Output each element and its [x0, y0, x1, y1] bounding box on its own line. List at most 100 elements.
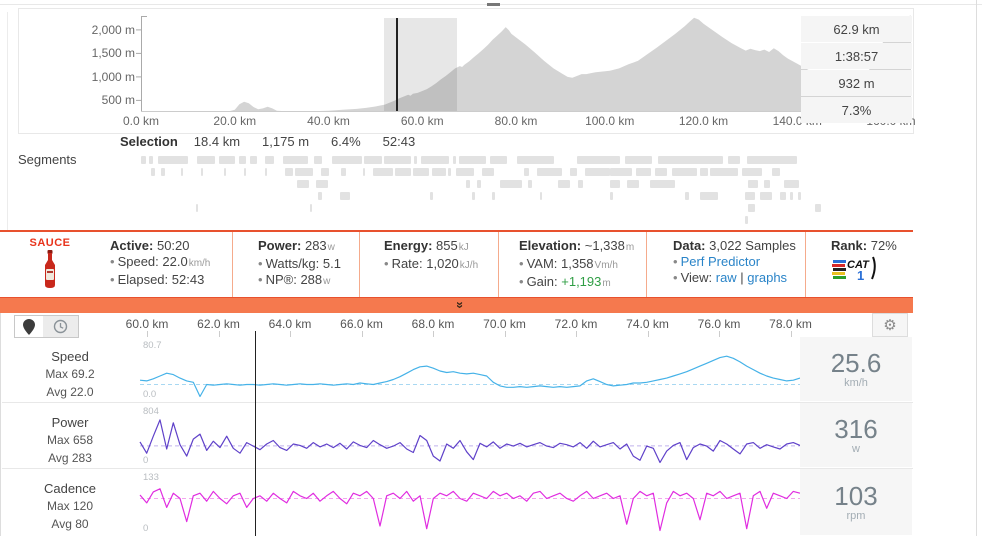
segment-bar[interactable] [658, 156, 723, 164]
segment-bar[interactable] [295, 168, 313, 176]
segment-bar[interactable] [742, 168, 762, 176]
segment-bar[interactable] [610, 168, 632, 176]
sauce-stat-item[interactable]: • Perf Predictor [673, 254, 761, 269]
segment-bar[interactable] [578, 180, 583, 188]
segment-bar[interactable] [815, 204, 821, 212]
segment-bar[interactable] [363, 168, 365, 176]
segment-bar[interactable] [161, 168, 165, 176]
segment-bar[interactable] [500, 180, 522, 188]
segment-bar[interactable] [577, 156, 620, 164]
segment-bar[interactable] [310, 204, 312, 212]
segment-bar[interactable] [627, 180, 639, 188]
segment-bar[interactable] [219, 156, 235, 164]
segment-bar[interactable] [201, 168, 203, 176]
segment-bar[interactable] [472, 192, 475, 200]
perf-predictor-link[interactable]: Perf Predictor [680, 254, 761, 269]
segment-bar[interactable] [672, 168, 697, 176]
sauce-stat-item[interactable]: • View: raw | graphs [673, 270, 788, 285]
segment-bar[interactable] [196, 204, 198, 212]
time-view-toggle-button[interactable] [43, 315, 79, 338]
segment-bar[interactable] [490, 156, 507, 164]
segment-bar[interactable] [492, 192, 495, 200]
segment-bar[interactable] [537, 168, 562, 176]
segment-bar[interactable] [395, 168, 411, 176]
segment-bar[interactable] [728, 156, 740, 164]
map-view-toggle-button[interactable] [14, 315, 44, 338]
segment-bar[interactable] [625, 156, 652, 164]
segment-bar[interactable] [141, 156, 146, 164]
elevation-selection-region[interactable] [383, 18, 457, 111]
segment-bar[interactable] [421, 156, 449, 164]
segment-bar[interactable] [764, 180, 770, 188]
segment-bar[interactable] [453, 156, 456, 164]
segment-bar[interactable] [610, 192, 613, 200]
segment-bar[interactable] [745, 192, 755, 200]
segment-bar[interactable] [430, 192, 433, 200]
segment-bar[interactable] [772, 168, 780, 176]
segment-bar[interactable] [636, 168, 651, 176]
segment-bar[interactable] [748, 204, 755, 212]
segment-bar[interactable] [413, 168, 429, 176]
segment-bar[interactable] [745, 216, 748, 224]
segment-bar[interactable] [748, 180, 758, 188]
segment-bar[interactable] [524, 168, 529, 176]
segment-bar[interactable] [297, 180, 309, 188]
segment-bar[interactable] [482, 168, 494, 176]
segment-bar[interactable] [517, 156, 554, 164]
segment-bar[interactable] [318, 192, 322, 200]
segment-bar[interactable] [364, 156, 382, 164]
segment-bar[interactable] [459, 156, 486, 164]
segment-bar[interactable] [790, 192, 793, 200]
segment-bar[interactable] [456, 168, 474, 176]
segment-bar[interactable] [610, 180, 620, 188]
graph-settings-button[interactable]: ⚙ [872, 313, 908, 337]
segment-bar[interactable] [340, 192, 350, 200]
segment-bar[interactable] [384, 156, 411, 164]
segment-bar[interactable] [149, 156, 153, 164]
segment-bar[interactable] [432, 168, 446, 176]
segment-bar[interactable] [265, 168, 267, 176]
collapse-chevron-icon[interactable]: » [453, 301, 469, 309]
segment-bar[interactable] [570, 168, 577, 176]
segment-bar[interactable] [197, 156, 215, 164]
elevation-overview-chart[interactable]: 2,000 m 1,500 m 1,000 m 500 m 0.0 km 20.0 km 4… [18, 8, 916, 134]
segment-bar[interactable] [466, 180, 470, 188]
segment-bar[interactable] [414, 156, 417, 164]
segment-bar[interactable] [250, 156, 257, 164]
segment-bar[interactable] [747, 156, 797, 164]
segment-bar[interactable] [710, 168, 738, 176]
segment-bar[interactable] [314, 156, 322, 164]
cat1-rank-badge[interactable]: CAT 1 [831, 254, 913, 286]
segment-bar[interactable] [655, 168, 667, 176]
segment-bar[interactable] [373, 168, 393, 176]
segment-bar[interactable] [151, 168, 155, 176]
segment-bar[interactable] [558, 180, 570, 188]
segment-bar[interactable] [244, 168, 246, 176]
segment-bar[interactable] [477, 180, 481, 188]
segment-bar[interactable] [239, 156, 246, 164]
segment-bar[interactable] [332, 156, 362, 164]
view-link-graphs[interactable]: graphs [747, 270, 788, 285]
segment-bar[interactable] [265, 156, 274, 164]
segment-bar[interactable] [321, 168, 329, 176]
segment-bar[interactable] [685, 192, 689, 200]
segment-bar[interactable] [224, 168, 226, 176]
segment-bar[interactable] [341, 168, 346, 176]
segment-bar[interactable] [283, 156, 308, 164]
segment-bar[interactable] [798, 192, 801, 200]
segment-bar[interactable] [780, 192, 786, 200]
segment-bar[interactable] [448, 168, 451, 176]
segment-bar[interactable] [760, 192, 772, 200]
segment-bar[interactable] [181, 168, 183, 176]
segment-bar[interactable] [784, 180, 799, 188]
segment-bar[interactable] [316, 180, 328, 188]
segment-bar[interactable] [700, 192, 718, 200]
segment-bar[interactable] [158, 156, 188, 164]
view-link-raw[interactable]: raw [715, 270, 737, 285]
segment-bar[interactable] [650, 180, 675, 188]
segment-bar[interactable] [700, 168, 708, 176]
segment-bar[interactable] [528, 180, 532, 188]
segment-bar[interactable] [585, 168, 610, 176]
segment-bar[interactable] [540, 192, 542, 200]
segment-bar[interactable] [285, 168, 293, 176]
